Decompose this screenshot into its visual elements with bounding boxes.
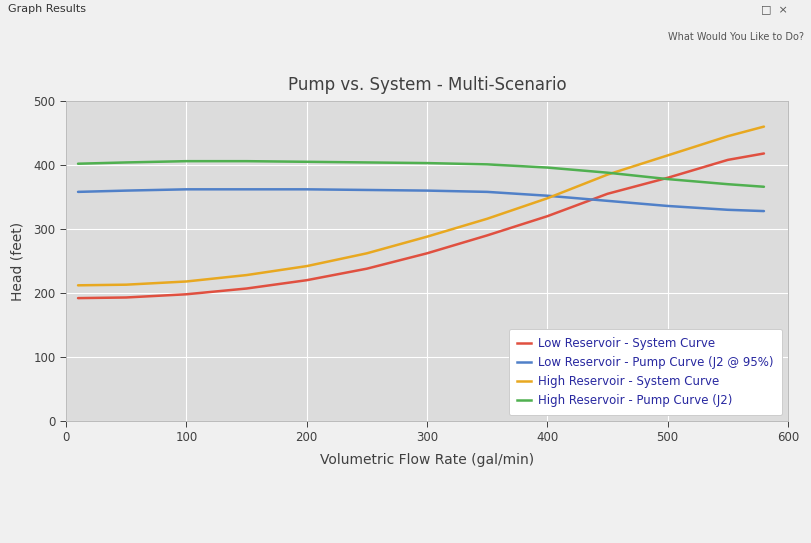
Title: Pump vs. System - Multi-Scenario: Pump vs. System - Multi-Scenario — [287, 76, 565, 94]
Y-axis label: Head (feet): Head (feet) — [11, 222, 25, 301]
Text: What Would You Like to Do?: What Would You Like to Do? — [667, 31, 803, 41]
Text: □  ×: □ × — [760, 4, 787, 14]
Text: Graph Results: Graph Results — [8, 4, 86, 14]
Legend: Low Reservoir - System Curve, Low Reservoir - Pump Curve (J2 @ 95%), High Reserv: Low Reservoir - System Curve, Low Reserv… — [508, 329, 781, 415]
X-axis label: Volumetric Flow Rate (gal/min): Volumetric Flow Rate (gal/min) — [320, 453, 534, 467]
